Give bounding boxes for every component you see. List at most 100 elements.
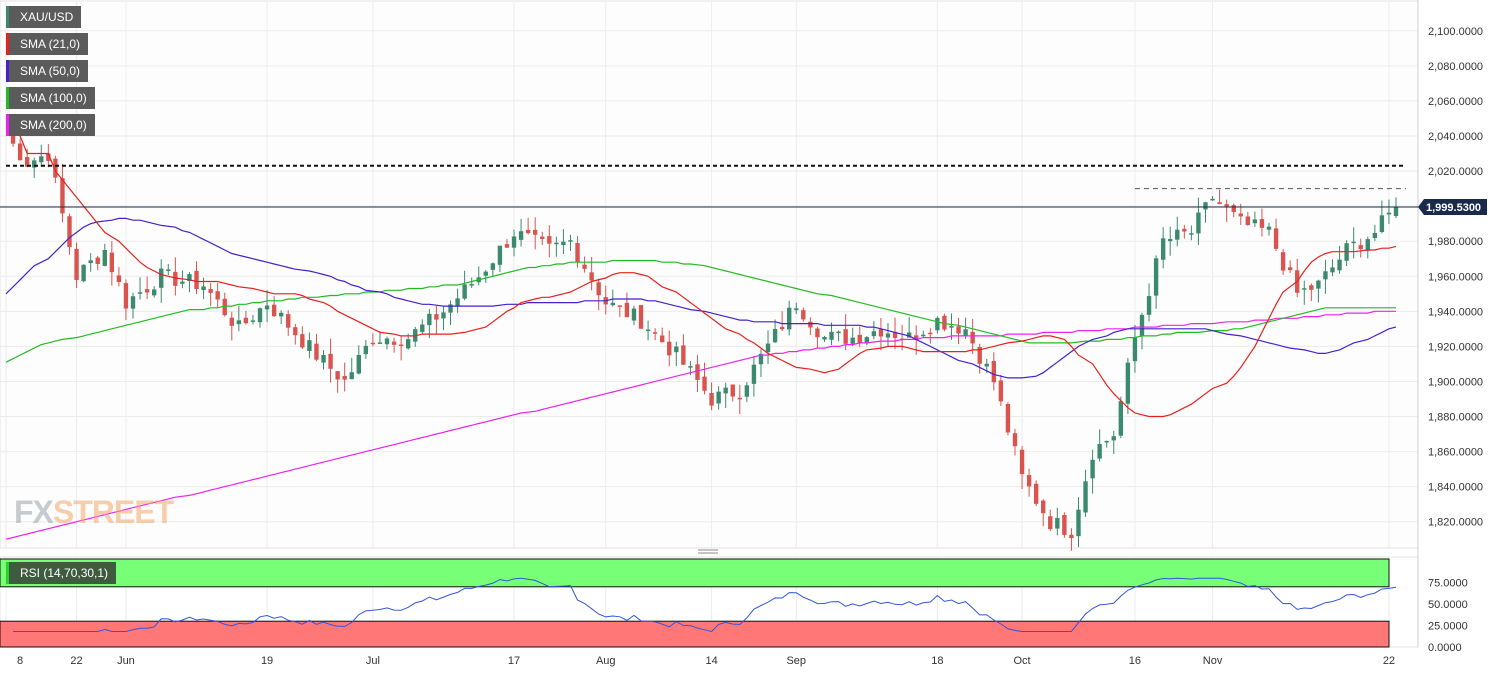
candle-body: [88, 260, 93, 264]
candle-body: [81, 264, 86, 282]
candle-body: [765, 343, 771, 353]
candle-body: [878, 329, 884, 337]
candle-body: [74, 248, 79, 281]
candle-body: [1351, 241, 1356, 244]
candle-body: [533, 229, 538, 235]
candle-body: [921, 334, 926, 337]
candle-body: [321, 354, 326, 363]
candle-body: [991, 360, 997, 383]
candle-body: [441, 312, 446, 319]
candle-body: [998, 380, 1004, 402]
candle-body: [271, 304, 277, 317]
y-tick-label: 2,080.0000: [1428, 61, 1483, 73]
candle-body: [1386, 212, 1392, 215]
candle-body: [914, 335, 919, 340]
candle-body: [123, 283, 129, 309]
candle-body: [963, 329, 968, 337]
x-tick-label: 18: [931, 655, 943, 667]
candle-body: [1090, 459, 1095, 479]
x-tick-label: 22: [1383, 655, 1395, 667]
y-tick-label: 2,020.0000: [1428, 166, 1483, 178]
candle-body: [1168, 239, 1173, 242]
candle-body: [1393, 206, 1399, 216]
candle-body: [356, 354, 361, 374]
candle-body: [187, 274, 192, 282]
candle-body: [801, 310, 806, 320]
legend-sma50[interactable]: SMA (50,0): [6, 60, 89, 82]
candle-body: [617, 305, 623, 307]
candle-body: [674, 346, 679, 353]
last-price-label: 1,999.5300: [1426, 202, 1481, 214]
candle-body: [589, 272, 594, 281]
candle-body: [864, 337, 869, 344]
candle-body: [709, 393, 714, 406]
candle-body: [928, 332, 933, 335]
candle-body: [46, 153, 51, 161]
candle-body: [681, 345, 686, 365]
candle-body: [1097, 443, 1102, 459]
candle-body: [307, 340, 312, 351]
legend-rsi[interactable]: RSI (14,70,30,1): [6, 562, 117, 584]
candle-body: [1175, 229, 1180, 240]
candle-body: [455, 298, 460, 307]
candle-body: [1309, 285, 1314, 290]
x-tick-label: Jun: [117, 655, 135, 667]
candle-body: [60, 178, 65, 214]
candle-body: [1033, 483, 1039, 504]
candle-body: [39, 156, 44, 163]
candle-body: [222, 298, 227, 316]
candle-body: [829, 331, 834, 340]
candle-body: [822, 336, 827, 340]
candle-body: [1287, 267, 1293, 271]
candle-body: [215, 291, 220, 300]
y-tick-label: 1,980.0000: [1428, 236, 1483, 248]
legend-xauusd[interactable]: XAU/USD: [6, 6, 82, 28]
sma-21-line: [5, 118, 1397, 418]
price-pane-bg: [0, 0, 1419, 549]
x-tick-label: Nov: [1203, 655, 1223, 667]
legend-sma200[interactable]: SMA (200,0): [6, 114, 95, 136]
candle-body: [518, 231, 524, 240]
candle-body: [631, 308, 637, 321]
candle-body: [970, 331, 975, 344]
x-tick-label: 19: [261, 655, 273, 667]
x-tick-label: 14: [705, 655, 717, 667]
candle-body: [10, 134, 16, 144]
candle-body: [1231, 205, 1236, 213]
fxstreet-watermark-logo: FXSTREET: [14, 494, 174, 531]
candle-body: [384, 338, 390, 345]
candle-body: [1189, 233, 1194, 235]
y-tick-label: 1,820.0000: [1428, 517, 1483, 529]
candle-body: [1330, 267, 1335, 273]
candle-body: [1069, 534, 1074, 539]
candle-body: [582, 264, 587, 269]
candle-body: [885, 333, 891, 338]
rsi-overbought-zone: [0, 558, 1390, 588]
candle-body: [511, 236, 517, 248]
candle-body: [95, 257, 100, 264]
candle-body: [257, 308, 263, 323]
x-tick-label: 22: [70, 655, 82, 667]
candle-body: [942, 315, 947, 330]
legend-sma21[interactable]: SMA (21,0): [6, 33, 89, 55]
candle-body: [1160, 238, 1166, 260]
candle-body: [497, 245, 503, 265]
legend-label: RSI (14,70,30,1): [20, 566, 109, 580]
watermark-street: STREET: [52, 494, 174, 530]
candle-body: [935, 317, 940, 331]
candle-body: [1048, 516, 1053, 530]
legend-label: XAU/USD: [20, 10, 74, 24]
candle-body: [1012, 433, 1018, 447]
candle-body: [695, 364, 700, 380]
candle-body: [1224, 204, 1229, 207]
candle-body: [702, 376, 707, 391]
candle-body: [1118, 401, 1124, 436]
candle-body: [1055, 517, 1060, 529]
legend-label: SMA (21,0): [20, 37, 81, 51]
y-tick-label: 1,840.0000: [1428, 482, 1483, 494]
candle-body: [208, 289, 213, 293]
candle-body: [667, 341, 672, 356]
legend-label: SMA (200,0): [20, 118, 87, 132]
candle-body: [1104, 440, 1109, 443]
legend-sma100[interactable]: SMA (100,0): [6, 87, 95, 109]
